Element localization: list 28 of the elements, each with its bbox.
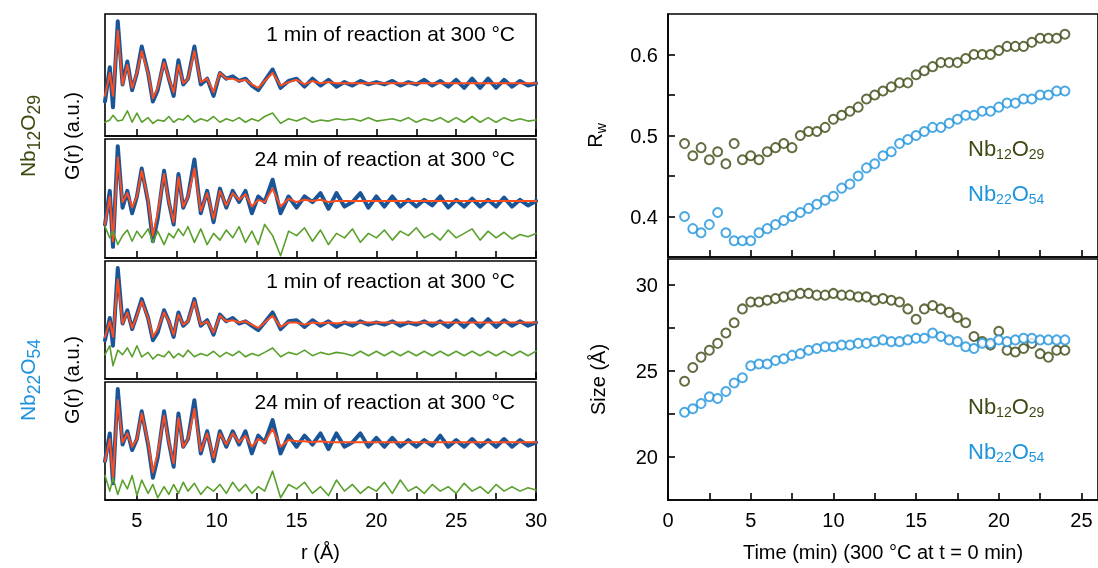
y-axis-title: G(r) (a.u.) — [61, 336, 83, 424]
y-axis-title: G(r) (a.u.) — [61, 92, 83, 180]
x-tick-label: 20 — [987, 509, 1010, 531]
x-axis-title: Time (min) (300 °C at t = 0 min) — [742, 541, 1024, 563]
y-axis-title: Size (Å) — [587, 343, 609, 416]
x-tick-label: 15 — [904, 509, 928, 531]
x-tick-label: 10 — [822, 509, 845, 531]
x-axis-title: r (Å) — [301, 541, 340, 563]
chart-title: 1 min of reaction at 300 °C — [266, 22, 516, 45]
x-tick-label: 5 — [131, 509, 143, 531]
x-tick-label: 15 — [285, 509, 308, 531]
y-tick-label: 0.4 — [630, 205, 658, 228]
y-tick-label: 25 — [635, 359, 658, 382]
chart-title: 24 min of reaction at 300 °C — [254, 147, 516, 170]
y-tick-label: 0.6 — [630, 43, 658, 66]
chart-title: 1 min of reaction at 300 °C — [266, 269, 516, 292]
chart-title: 24 min of reaction at 300 °C — [254, 390, 516, 413]
y-tick-label: 0.5 — [630, 124, 658, 147]
x-tick-label: 20 — [365, 509, 388, 531]
x-tick-label: 10 — [205, 509, 228, 531]
x-tick-label: 0 — [662, 509, 674, 531]
y-axis-title: Rw — [584, 122, 609, 148]
x-tick-label: 25 — [1070, 509, 1093, 531]
x-tick-label: 30 — [524, 509, 548, 531]
y-tick-label: 20 — [635, 445, 658, 468]
x-tick-label: 25 — [445, 509, 468, 531]
x-tick-label: 5 — [745, 509, 757, 531]
y-tick-label: 30 — [635, 273, 658, 296]
